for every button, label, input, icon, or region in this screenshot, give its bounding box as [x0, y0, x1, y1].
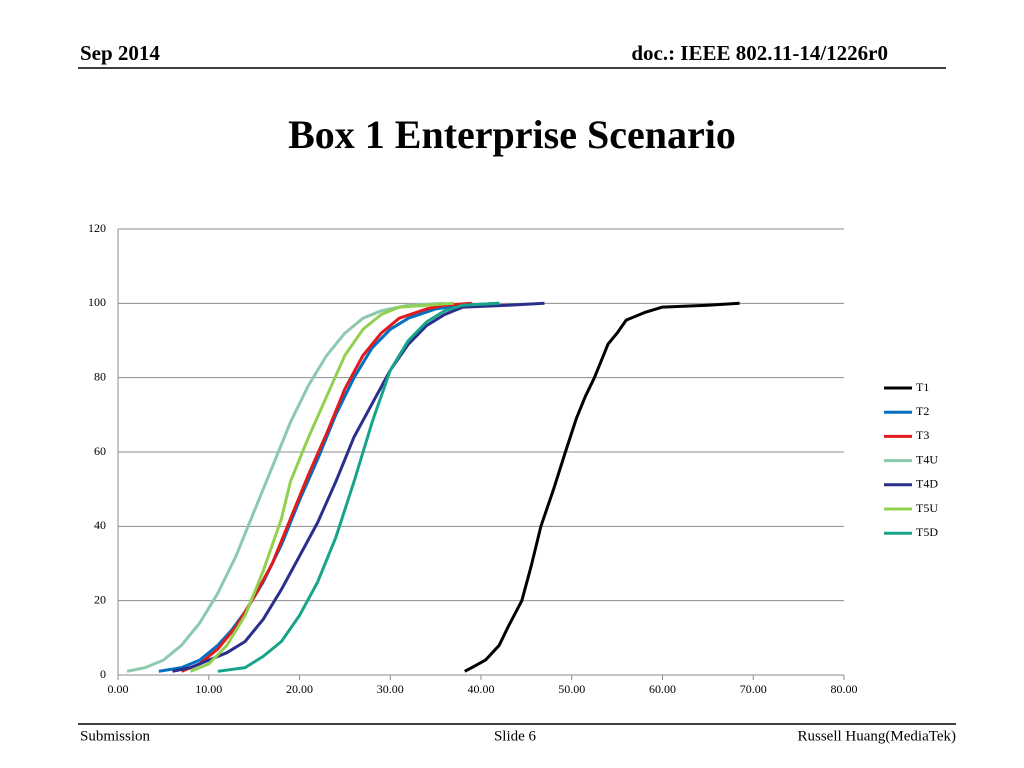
y-tick-label: 40: [94, 518, 106, 532]
y-tick-label: 60: [94, 444, 106, 458]
series-line: [172, 301, 545, 673]
series-line: [190, 301, 454, 673]
legend-label: T4U: [916, 452, 938, 466]
legend-label: T5U: [916, 501, 938, 515]
footer-center: Slide 6: [494, 728, 537, 744]
legend-label: T4D: [916, 477, 938, 491]
y-tick-label: 0: [100, 667, 106, 681]
legend-label: T3: [916, 428, 929, 442]
y-tick-label: 20: [94, 592, 106, 606]
series-line: [217, 301, 500, 673]
y-tick-label: 120: [88, 221, 106, 235]
header-date: Sep 2014: [80, 41, 160, 65]
legend-label: T2: [916, 404, 929, 418]
footer-right: Russell Huang(MediaTek): [798, 728, 957, 744]
footer-left: Submission: [80, 728, 151, 744]
legend-label: T5D: [916, 525, 938, 539]
y-tick-label: 80: [94, 369, 106, 383]
x-tick-label: 80.00: [831, 682, 858, 696]
chart: 0 20 40 60 80 100 120 0.00 10.00 20.00 30.00 40.00 5…: [88, 221, 938, 696]
series-line: [180, 301, 473, 673]
series-line: [464, 301, 740, 673]
slide-title: Box 1 Enterprise Scenario: [288, 112, 736, 157]
y-tick-label: 100: [88, 295, 106, 309]
legend-label: T1: [916, 380, 929, 394]
series-line: [126, 301, 445, 673]
x-tick-label: 50.00: [558, 682, 585, 696]
x-tick-label: 40.00: [468, 682, 495, 696]
x-tick-label: 30.00: [377, 682, 404, 696]
x-tick-label: 60.00: [649, 682, 676, 696]
series-line: [158, 301, 500, 673]
x-tick-label: 0.00: [108, 682, 129, 696]
x-tick-label: 70.00: [740, 682, 767, 696]
header-doc: doc.: IEEE 802.11-14/1226r0: [631, 41, 888, 65]
x-tick-label: 20.00: [286, 682, 313, 696]
x-tick-label: 10.00: [195, 682, 222, 696]
